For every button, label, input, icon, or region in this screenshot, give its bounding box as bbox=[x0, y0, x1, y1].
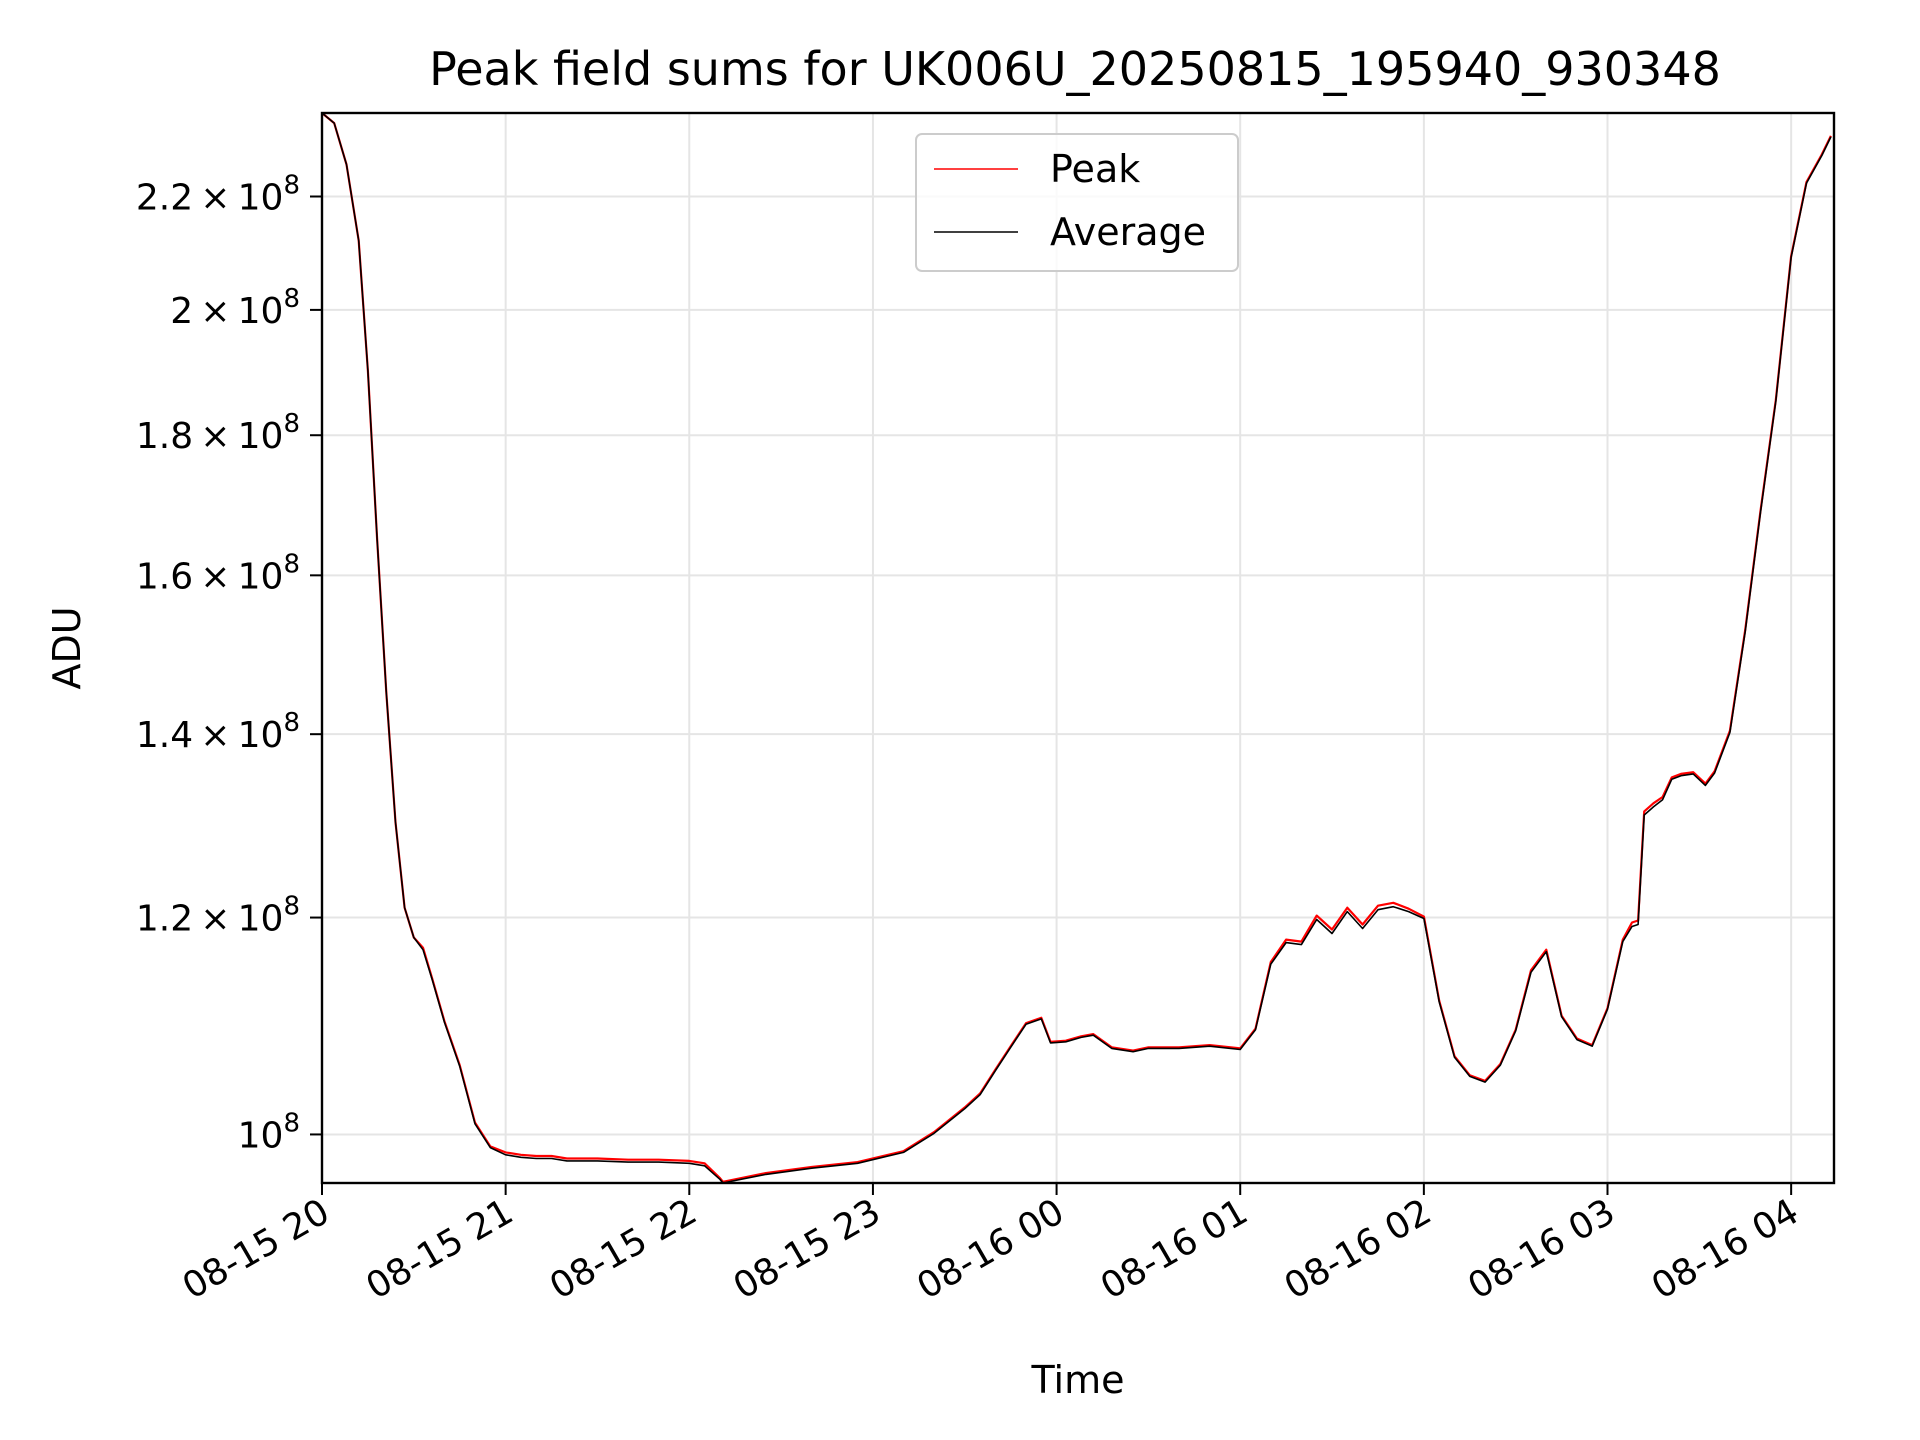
y-tick-label: 1.6 × 108 bbox=[136, 549, 300, 597]
y-tick-label: 108 bbox=[238, 1108, 300, 1156]
x-axis-label: Time bbox=[1031, 1358, 1125, 1402]
legend-average-label: Average bbox=[1050, 210, 1206, 254]
y-tick-label: 2.2 × 108 bbox=[136, 171, 300, 219]
legend-peak-label: Peak bbox=[1050, 147, 1140, 191]
series-line-average bbox=[321, 112, 1832, 1184]
y-tick-label: 1.4 × 108 bbox=[136, 708, 300, 756]
y-tick-label: 2 × 108 bbox=[170, 284, 300, 332]
plot-frame bbox=[320, 111, 1836, 1185]
y-axis-label: ADU bbox=[45, 606, 89, 689]
y-tick-label: 1.2 × 108 bbox=[136, 892, 300, 940]
grid bbox=[321, 113, 1834, 1183]
chart-title: Peak field sums for UK006U_20250815_1959… bbox=[429, 42, 1721, 96]
series-layer bbox=[321, 112, 1832, 1184]
legend: Peak Average bbox=[915, 133, 1239, 272]
y-tick-label: 1.8 × 108 bbox=[136, 409, 300, 457]
y-axis: 108 1.2 × 108 1.4 × 108 1.6 × 108 1.8 × 108 2… bbox=[136, 171, 322, 1156]
